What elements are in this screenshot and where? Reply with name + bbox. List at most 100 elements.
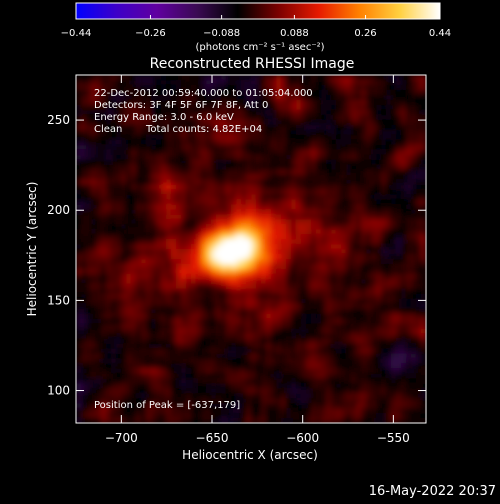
heatmap-cell — [81, 174, 87, 180]
heatmap-cell — [146, 328, 152, 335]
heatmap-cell — [201, 219, 207, 225]
heatmap-cell — [96, 373, 102, 379]
heatmap-cell — [121, 174, 127, 180]
heatmap-cell — [156, 229, 162, 235]
heatmap-cell — [256, 109, 262, 116]
heatmap-cell — [106, 328, 112, 335]
heatmap-cell — [316, 388, 322, 394]
heatmap-cell — [181, 333, 187, 340]
heatmap-cell — [326, 288, 332, 295]
heatmap-cell — [341, 378, 347, 384]
heatmap-cell — [391, 219, 397, 225]
heatmap-cell — [376, 219, 382, 225]
heatmap-cell — [226, 363, 232, 369]
heatmap-cell — [241, 174, 247, 180]
heatmap-cell — [361, 169, 367, 176]
heatmap-cell — [321, 134, 327, 141]
heatmap-cell — [371, 263, 377, 270]
heatmap-cell — [206, 164, 212, 171]
heatmap-cell — [311, 253, 317, 260]
heatmap-cell — [251, 174, 257, 180]
heatmap-cell — [416, 249, 422, 255]
heatmap-cell — [241, 298, 247, 305]
heatmap-cell — [221, 333, 227, 340]
heatmap-cell — [256, 119, 262, 126]
heatmap-cell — [226, 219, 232, 225]
heatmap-cell — [281, 199, 287, 205]
heatmap-cell — [166, 94, 172, 101]
heatmap-cell — [131, 219, 137, 225]
heatmap-cell — [76, 134, 82, 141]
heatmap-cell — [356, 258, 362, 265]
heatmap-cell — [236, 418, 242, 423]
heatmap-cell — [331, 353, 337, 359]
heatmap-cell — [126, 373, 132, 379]
heatmap-cell — [311, 348, 317, 354]
heatmap-cell — [111, 239, 117, 245]
heatmap-cell — [331, 408, 337, 414]
heatmap-cell — [401, 393, 407, 399]
heatmap-cell — [281, 214, 287, 220]
heatmap-cell — [206, 388, 212, 394]
heatmap-cell — [236, 84, 242, 91]
heatmap-cell — [91, 273, 97, 280]
heatmap-cell — [361, 159, 367, 166]
heatmap-cell — [386, 209, 392, 215]
heatmap-cell — [241, 383, 247, 389]
heatmap-cell — [241, 129, 247, 136]
heatmap-cell — [76, 328, 82, 335]
heatmap-cell — [121, 79, 127, 86]
heatmap-cell — [131, 363, 137, 369]
heatmap-cell — [396, 383, 402, 389]
heatmap-cell — [236, 378, 242, 384]
heatmap-cell — [81, 333, 87, 340]
heatmap-cell — [296, 75, 302, 81]
heatmap-cell — [326, 338, 332, 345]
heatmap-cell — [251, 343, 257, 350]
heatmap-cell — [206, 159, 212, 166]
heatmap-cell — [356, 398, 362, 404]
heatmap-cell — [156, 204, 162, 210]
heatmap-cell — [201, 373, 207, 379]
heatmap-cell — [331, 214, 337, 220]
heatmap-cell — [381, 154, 387, 161]
heatmap-cell — [341, 184, 347, 190]
heatmap-cell — [281, 204, 287, 210]
heatmap-cell — [351, 308, 357, 315]
heatmap-cell — [286, 283, 292, 290]
heatmap-cell — [331, 263, 337, 270]
heatmap-cell — [351, 338, 357, 345]
heatmap-cell — [271, 139, 277, 146]
heatmap-cell — [346, 363, 352, 369]
heatmap-cell — [271, 229, 277, 235]
heatmap-cell — [366, 383, 372, 389]
heatmap-cell — [141, 164, 147, 171]
heatmap-cell — [316, 408, 322, 414]
heatmap-cell — [161, 368, 167, 374]
heatmap-cell — [311, 338, 317, 345]
heatmap-cell — [106, 139, 112, 146]
heatmap-cell — [166, 278, 172, 285]
heatmap-cell — [376, 353, 382, 359]
heatmap-cell — [291, 204, 297, 210]
heatmap-cell — [181, 199, 187, 205]
heatmap-cell — [301, 388, 307, 394]
heatmap-cell — [146, 119, 152, 126]
heatmap-cell — [386, 249, 392, 255]
heatmap-cell — [316, 219, 322, 225]
heatmap-cell — [116, 194, 122, 200]
heatmap-cell — [146, 273, 152, 280]
heatmap-cell — [76, 249, 82, 255]
heatmap-cell — [351, 159, 357, 166]
heatmap-cell — [321, 373, 327, 379]
heatmap-cell — [376, 99, 382, 106]
heatmap-cell — [291, 328, 297, 335]
heatmap-cell — [346, 343, 352, 350]
heatmap-cell — [401, 263, 407, 270]
heatmap-cell — [171, 244, 177, 250]
heatmap-cell — [231, 258, 237, 265]
heatmap-cell — [386, 159, 392, 166]
heatmap-cell — [341, 229, 347, 235]
heatmap-cell — [301, 418, 307, 423]
heatmap-cell — [96, 363, 102, 369]
